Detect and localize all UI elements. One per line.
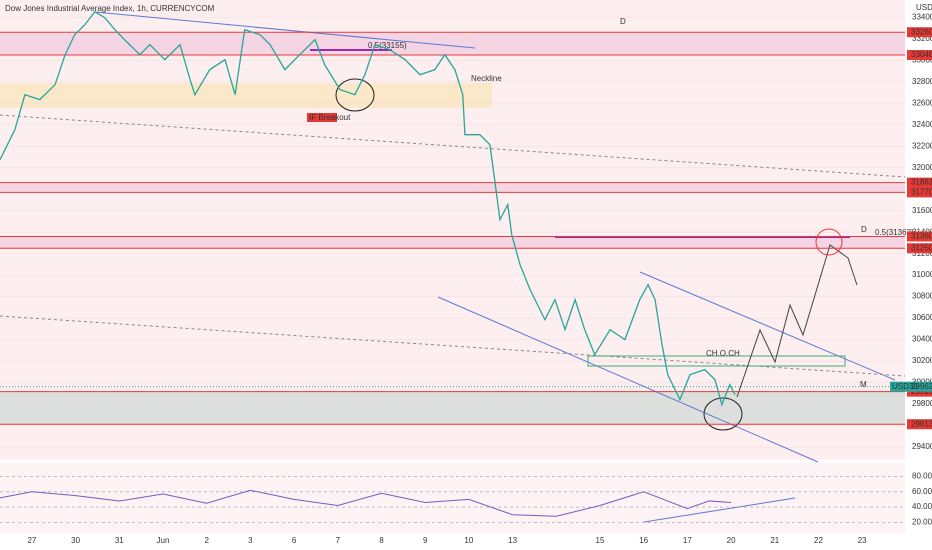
price-pane bbox=[0, 0, 905, 460]
x-tick-label: 15 bbox=[596, 536, 605, 545]
x-tick-label: 13 bbox=[508, 536, 517, 545]
level-band bbox=[0, 391, 905, 425]
y-tick-label: 29800 bbox=[912, 399, 932, 408]
level-band bbox=[0, 182, 905, 193]
x-tick-label: 30 bbox=[71, 536, 80, 545]
x-tick-label: 17 bbox=[683, 536, 692, 545]
annotation: IF Breakout bbox=[309, 113, 351, 122]
level-label: 33048 bbox=[911, 50, 932, 59]
annotation: 0.5(31363) bbox=[875, 228, 914, 237]
projection-path bbox=[736, 244, 858, 398]
y-tick-label: 31000 bbox=[912, 270, 932, 279]
level-badge bbox=[907, 187, 932, 198]
annotation: M bbox=[860, 380, 867, 389]
level-label: 31360 bbox=[911, 232, 932, 241]
y-tick-label: 33200 bbox=[912, 34, 932, 43]
rsi-tick-label: 40.00 bbox=[912, 502, 932, 511]
level-badge bbox=[907, 50, 932, 61]
level-band bbox=[0, 32, 905, 56]
level-label: 31770 bbox=[911, 187, 932, 196]
current-price-label: 29962 bbox=[911, 382, 932, 391]
annotation: D bbox=[861, 225, 867, 234]
x-tick-label: 2 bbox=[204, 536, 209, 545]
level-badge bbox=[907, 419, 932, 430]
rsi-tick-label: 60.00 bbox=[912, 487, 932, 496]
y-tick-label: 30400 bbox=[912, 335, 932, 344]
demand-zone bbox=[0, 83, 492, 108]
channel-line bbox=[437, 296, 819, 463]
circle-marker bbox=[703, 397, 743, 431]
annotation: 0.5(33155) bbox=[368, 41, 407, 50]
y-tick-label: 32800 bbox=[912, 77, 932, 86]
y-tick-label: 29400 bbox=[912, 442, 932, 451]
x-tick-label: 20 bbox=[727, 536, 736, 545]
x-tick-label: 23 bbox=[858, 536, 867, 545]
level-badge bbox=[907, 243, 932, 254]
price-line bbox=[0, 10, 736, 407]
level-badge bbox=[907, 27, 932, 38]
annotation: CH.O.CH bbox=[706, 349, 740, 358]
series-name: USD30 bbox=[892, 382, 918, 391]
x-tick-label: 7 bbox=[336, 536, 341, 545]
level-badge bbox=[907, 177, 932, 188]
x-tick-label: 27 bbox=[27, 536, 36, 545]
level-label: 33260 bbox=[911, 27, 932, 36]
series-badge bbox=[890, 381, 907, 392]
level-label: 29613 bbox=[911, 419, 932, 428]
y-tick-label: 30600 bbox=[912, 313, 932, 322]
x-tick-label: 22 bbox=[814, 536, 823, 545]
x-tick-label: 9 bbox=[423, 536, 428, 545]
y-tick-label: 32200 bbox=[912, 141, 932, 150]
currency: USD bbox=[916, 3, 932, 12]
label-box bbox=[307, 113, 337, 122]
chart-title: Dow Jones Industrial Average Index, 1h, … bbox=[5, 4, 215, 13]
rsi-line bbox=[0, 489, 732, 517]
x-tick-label: 6 bbox=[292, 536, 297, 545]
circle-marker bbox=[335, 78, 375, 112]
x-tick-label: 8 bbox=[379, 536, 384, 545]
x-tick-label: 21 bbox=[770, 536, 779, 545]
y-tick-label: 33400 bbox=[912, 12, 932, 21]
rsi-pane bbox=[0, 463, 905, 533]
x-tick-label: 31 bbox=[115, 536, 124, 545]
level-badge bbox=[907, 231, 932, 242]
x-tick-label: 16 bbox=[639, 536, 648, 545]
channel-line bbox=[639, 271, 896, 381]
x-tick-label: Jun bbox=[157, 536, 170, 545]
x-tick-label: 10 bbox=[464, 536, 473, 545]
current-price-badge bbox=[907, 381, 932, 392]
y-tick-label: 32000 bbox=[912, 163, 932, 172]
x-tick-label: 3 bbox=[248, 536, 253, 545]
rsi-tick-label: 80.00 bbox=[912, 472, 932, 481]
choch-box bbox=[587, 355, 846, 367]
y-tick-label: 31600 bbox=[912, 206, 932, 215]
y-tick-label: 32600 bbox=[912, 98, 932, 107]
level-label: 31861 bbox=[911, 178, 932, 187]
rsi-tick-label: 20.00 bbox=[912, 517, 932, 526]
trend-line bbox=[94, 11, 476, 49]
level-band bbox=[0, 236, 905, 249]
y-tick-label: 30800 bbox=[912, 292, 932, 301]
y-tick-label: 30200 bbox=[912, 356, 932, 365]
circle-marker bbox=[815, 228, 843, 256]
y-tick-label: 32400 bbox=[912, 120, 932, 129]
annotation: D bbox=[620, 17, 626, 26]
dashed-line bbox=[0, 114, 906, 178]
dashed-line bbox=[0, 315, 906, 377]
level-label: 31250 bbox=[911, 243, 932, 252]
rsi-trend-line bbox=[643, 497, 796, 523]
annotation: Neckline bbox=[471, 74, 502, 83]
